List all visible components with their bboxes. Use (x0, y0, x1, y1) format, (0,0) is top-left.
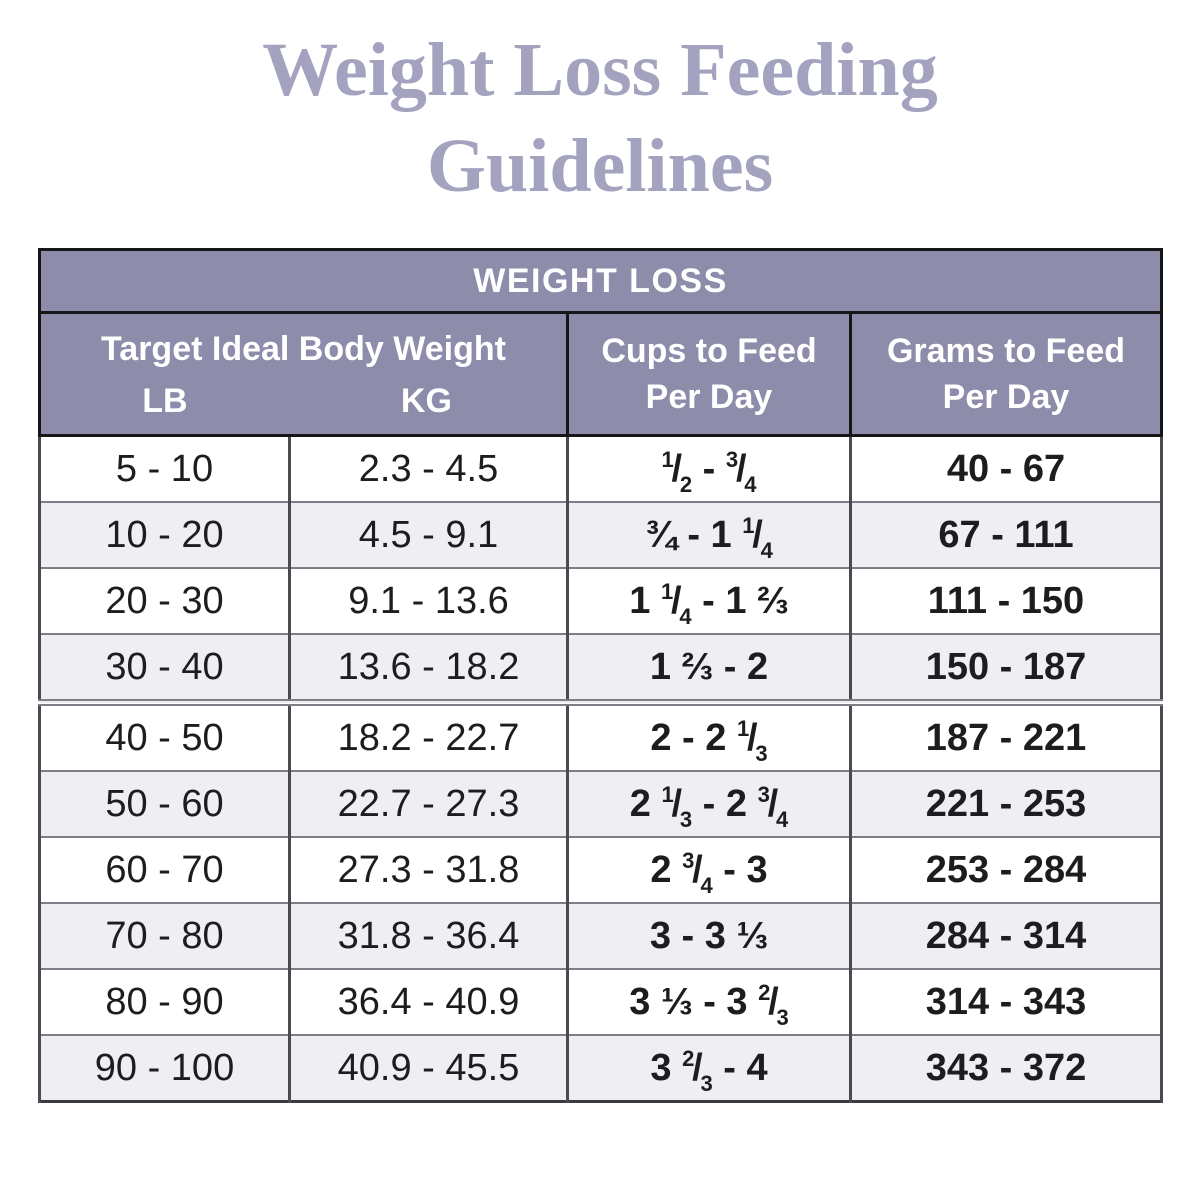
cell-kg: 9.1 - 13.6 (288, 567, 569, 635)
band-header: WEIGHT LOSS (38, 248, 1163, 314)
cell-lb: 80 - 90 (38, 968, 291, 1036)
cell-kg: 13.6 - 18.2 (288, 633, 569, 704)
cups-header-line-1: Cups to Feed (601, 332, 817, 370)
feeding-guidelines-table: WEIGHT LOSS Target Ideal Body Weight LB … (38, 248, 1163, 1103)
cell-lb: 50 - 60 (38, 770, 291, 838)
cell-grams: 314 - 343 (849, 968, 1163, 1036)
cell-cups: 2 3/4 - 3 (566, 836, 852, 904)
cell-cups: 3 - 3 ⅓ (566, 902, 852, 970)
cell-cups: 3 ⅓ - 3 2/3 (566, 968, 852, 1036)
col-header-target-weight: Target Ideal Body Weight LB KG (38, 311, 569, 437)
col-header-grams: Grams to Feed Per Day (849, 311, 1163, 437)
cell-kg: 40.9 - 45.5 (288, 1034, 569, 1103)
col-header-cups: Cups to Feed Per Day (566, 311, 852, 437)
table-row: 5 - 10 2.3 - 4.5 1/2 - 3/4 40 - 67 (38, 434, 1163, 503)
cell-grams: 40 - 67 (849, 434, 1163, 503)
cell-grams: 67 - 111 (849, 501, 1163, 569)
cell-cups: 2 1/3 - 2 3/4 (566, 770, 852, 838)
unit-subheader-row: LB KG (42, 378, 565, 424)
cell-cups: 1/2 - 3/4 (566, 434, 852, 503)
cell-lb: 70 - 80 (38, 902, 291, 970)
cell-kg: 22.7 - 27.3 (288, 770, 569, 838)
cell-cups: 2 - 2 1/3 (566, 699, 852, 772)
cell-cups: 1 1/4 - 1 ⅔ (566, 567, 852, 635)
cell-grams: 253 - 284 (849, 836, 1163, 904)
cell-grams: 221 - 253 (849, 770, 1163, 838)
cell-cups: ¾ - 1 1/4 (566, 501, 852, 569)
cell-grams: 284 - 314 (849, 902, 1163, 970)
cell-kg: 27.3 - 31.8 (288, 836, 569, 904)
cell-lb: 90 - 100 (38, 1034, 291, 1103)
cell-kg: 18.2 - 22.7 (288, 699, 569, 772)
grams-header-line-2: Per Day (942, 378, 1070, 416)
cell-kg: 2.3 - 4.5 (288, 434, 569, 503)
table-row: 40 - 50 18.2 - 22.7 2 - 2 1/3 187 - 221 (38, 699, 1163, 772)
cell-grams: 150 - 187 (849, 633, 1163, 704)
subheader-kg: KG (400, 382, 452, 420)
cell-lb: 40 - 50 (38, 699, 291, 772)
table-body: 5 - 10 2.3 - 4.5 1/2 - 3/4 40 - 67 10 - 20 4.… (38, 434, 1163, 1103)
cell-lb: 30 - 40 (38, 633, 291, 704)
cell-grams: 187 - 221 (849, 699, 1163, 772)
cell-grams: 111 - 150 (849, 567, 1163, 635)
cell-lb: 5 - 10 (38, 434, 291, 503)
table-row: 60 - 70 27.3 - 31.8 2 3/4 - 3 253 - 284 (38, 836, 1163, 904)
cell-kg: 31.8 - 36.4 (288, 902, 569, 970)
band-header-row: WEIGHT LOSS (38, 248, 1163, 314)
cups-header-line-2: Per Day (645, 378, 773, 416)
subheader-lb: LB (142, 382, 188, 420)
target-weight-label: Target Ideal Body Weight (101, 330, 506, 368)
cell-lb: 20 - 30 (38, 567, 291, 635)
cell-lb: 10 - 20 (38, 501, 291, 569)
cell-lb: 60 - 70 (38, 836, 291, 904)
cell-cups: 3 2/3 - 4 (566, 1034, 852, 1103)
cell-kg: 36.4 - 40.9 (288, 968, 569, 1036)
table-row: 90 - 100 40.9 - 45.5 3 2/3 - 4 343 - 372 (38, 1034, 1163, 1103)
table-row: 30 - 40 13.6 - 18.2 1 ⅔ - 2 150 - 187 (38, 633, 1163, 704)
title-line-1: Weight Loss Feeding (262, 28, 938, 112)
cell-grams: 343 - 372 (849, 1034, 1163, 1103)
cell-cups: 1 ⅔ - 2 (566, 633, 852, 704)
table-row: 20 - 30 9.1 - 13.6 1 1/4 - 1 ⅔ 111 - 150 (38, 567, 1163, 635)
table-row: 70 - 80 31.8 - 36.4 3 - 3 ⅓ 284 - 314 (38, 902, 1163, 970)
grams-header-line-1: Grams to Feed (886, 332, 1126, 370)
table-row: 50 - 60 22.7 - 27.3 2 1/3 - 2 3/4 221 - 253 (38, 770, 1163, 838)
table-row: 10 - 20 4.5 - 9.1 ¾ - 1 1/4 67 - 111 (38, 501, 1163, 569)
table-row: 80 - 90 36.4 - 40.9 3 ⅓ - 3 2/3 314 - 343 (38, 968, 1163, 1036)
title-line-2: Guidelines (426, 124, 774, 208)
column-header-row: Target Ideal Body Weight LB KG Cups to F… (38, 311, 1163, 437)
page-title: Weight Loss Feeding Guidelines (0, 0, 1200, 214)
cell-kg: 4.5 - 9.1 (288, 501, 569, 569)
